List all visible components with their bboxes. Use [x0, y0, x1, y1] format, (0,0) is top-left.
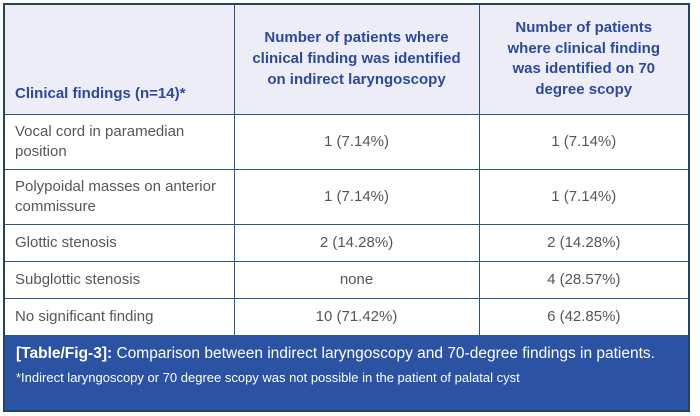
scopy70-value: 6 (42.85%): [478, 297, 688, 335]
indirect-value: 1 (7.14%): [233, 168, 480, 225]
table-body: Vocal cord in paramedian position 1 (7.1…: [5, 113, 688, 335]
table-row: No significant finding 10 (71.42%) 6 (42…: [5, 297, 688, 335]
table-header: Clinical findings (n=14)* Number of pati…: [5, 5, 688, 115]
table-fig-label: [Table/Fig-3]:: [16, 345, 113, 362]
table-figure: Clinical findings (n=14)* Number of pati…: [3, 3, 690, 412]
finding-label: Polypoidal masses on anterior commissure: [5, 168, 235, 225]
table-caption-bar: [Table/Fig-3]: Comparison between indire…: [5, 335, 688, 410]
header-row: Clinical findings (n=14)* Number of pati…: [5, 5, 688, 115]
indirect-value: 10 (71.42%): [233, 297, 480, 335]
header-70-degree-scopy: Number of patients where clinical findin…: [478, 5, 688, 115]
scopy70-value: 1 (7.14%): [478, 168, 688, 225]
scopy70-value: 4 (28.57%): [478, 260, 688, 299]
scopy70-value: 2 (14.28%): [478, 223, 688, 262]
indirect-value: none: [233, 260, 480, 299]
header-clinical-findings: Clinical findings (n=14)*: [5, 5, 235, 115]
table-row: Glottic stenosis 2 (14.28%) 2 (14.28%): [5, 223, 688, 262]
header-indirect-laryngoscopy: Number of patients where clinical findin…: [233, 5, 480, 115]
caption-text: Comparison between indirect laryngoscopy…: [112, 345, 655, 362]
table-footnote: *Indirect laryngoscopy or 70 degree scop…: [16, 369, 520, 385]
table-row: Subglottic stenosis none 4 (28.57%): [5, 260, 688, 299]
indirect-value: 2 (14.28%): [233, 223, 480, 262]
finding-label: Vocal cord in paramedian position: [5, 113, 235, 170]
indirect-value: 1 (7.14%): [233, 113, 480, 170]
table-caption: [Table/Fig-3]: Comparison between indire…: [16, 344, 677, 365]
clinical-findings-table: Clinical findings (n=14)* Number of pati…: [5, 5, 688, 335]
scopy70-value: 1 (7.14%): [478, 113, 688, 170]
finding-label: No significant finding: [5, 297, 235, 335]
table-row: Vocal cord in paramedian position 1 (7.1…: [5, 113, 688, 170]
finding-label: Glottic stenosis: [5, 223, 235, 262]
finding-label: Subglottic stenosis: [5, 260, 235, 299]
table-row: Polypoidal masses on anterior commissure…: [5, 168, 688, 225]
